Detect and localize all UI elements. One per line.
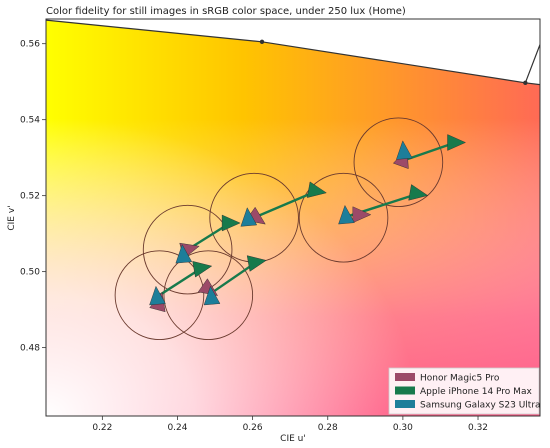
series-marker	[306, 181, 327, 198]
gamut-marker	[523, 80, 528, 86]
legend-swatch	[395, 386, 415, 395]
shift-arrow	[207, 261, 258, 297]
series-marker	[352, 206, 372, 224]
tolerance-circle	[142, 204, 233, 295]
gamut-marker	[259, 39, 265, 44]
y-tick-label: 0.54	[20, 116, 40, 126]
gamut-markers	[259, 39, 528, 86]
y-tick-label: 0.48	[20, 344, 40, 354]
tolerance-circle	[353, 117, 444, 208]
tolerance-circle	[163, 250, 254, 340]
x-tick-label: 0.26	[243, 423, 263, 433]
x-tick-label: 0.22	[92, 423, 112, 433]
chart-title: Color fidelity for still images in sRGB …	[46, 6, 406, 17]
series-marker	[203, 285, 221, 306]
series-marker	[192, 261, 213, 278]
x-axis-label: CIE u'	[280, 434, 306, 444]
series-marker	[240, 207, 258, 227]
gamut-boundary-line	[46, 19, 540, 86]
legend-label: Honor Magic5 Pro	[420, 374, 500, 384]
x-tick-label: 0.24	[167, 423, 187, 433]
y-axis-label: CIE v'	[7, 205, 17, 230]
series-marker	[175, 244, 193, 264]
plot-frame	[45, 18, 541, 417]
series-marker	[246, 255, 267, 272]
x-axis-ticks: 0.22 0.24 0.26 0.28 0.30 0.32	[92, 416, 488, 433]
y-tick-label: 0.56	[20, 40, 40, 50]
gamut-inner-line	[524, 42, 540, 84]
series-marker	[149, 285, 166, 306]
shift-arrow	[253, 189, 317, 219]
legend-label: Apple iPhone 14 Pro Max	[420, 387, 532, 397]
legend-entries: Honor Magic5 Pro Apple iPhone 14 Pro Max S…	[395, 373, 541, 411]
series-marker	[396, 140, 413, 160]
legend-swatch	[395, 373, 415, 381]
x-tick-label: 0.30	[393, 423, 413, 433]
series-marker	[338, 204, 355, 225]
series-marker	[447, 134, 466, 151]
gamut-layer	[46, 19, 540, 86]
gamut-outside-region	[46, 19, 540, 85]
y-tick-label: 0.52	[20, 192, 40, 202]
tolerance-circle	[298, 172, 389, 263]
y-axis-ticks: 0.48 0.50 0.52 0.54 0.56	[20, 40, 46, 354]
legend: Honor Magic5 Pro Apple iPhone 14 Pro Max S…	[388, 367, 541, 415]
series-markers	[149, 134, 466, 313]
series-marker	[221, 214, 241, 232]
legend-swatch	[395, 400, 415, 408]
data-layer	[114, 117, 466, 340]
plot-background	[46, 19, 540, 416]
tolerance-circle	[114, 250, 205, 340]
bg-white-corner	[46, 19, 540, 416]
x-tick-label: 0.32	[468, 423, 488, 433]
y-tick-label: 0.50	[20, 268, 40, 278]
series-marker	[408, 184, 429, 201]
x-tick-label: 0.28	[318, 423, 338, 433]
legend-label: Samsung Galaxy S23 Ultra	[420, 401, 541, 411]
